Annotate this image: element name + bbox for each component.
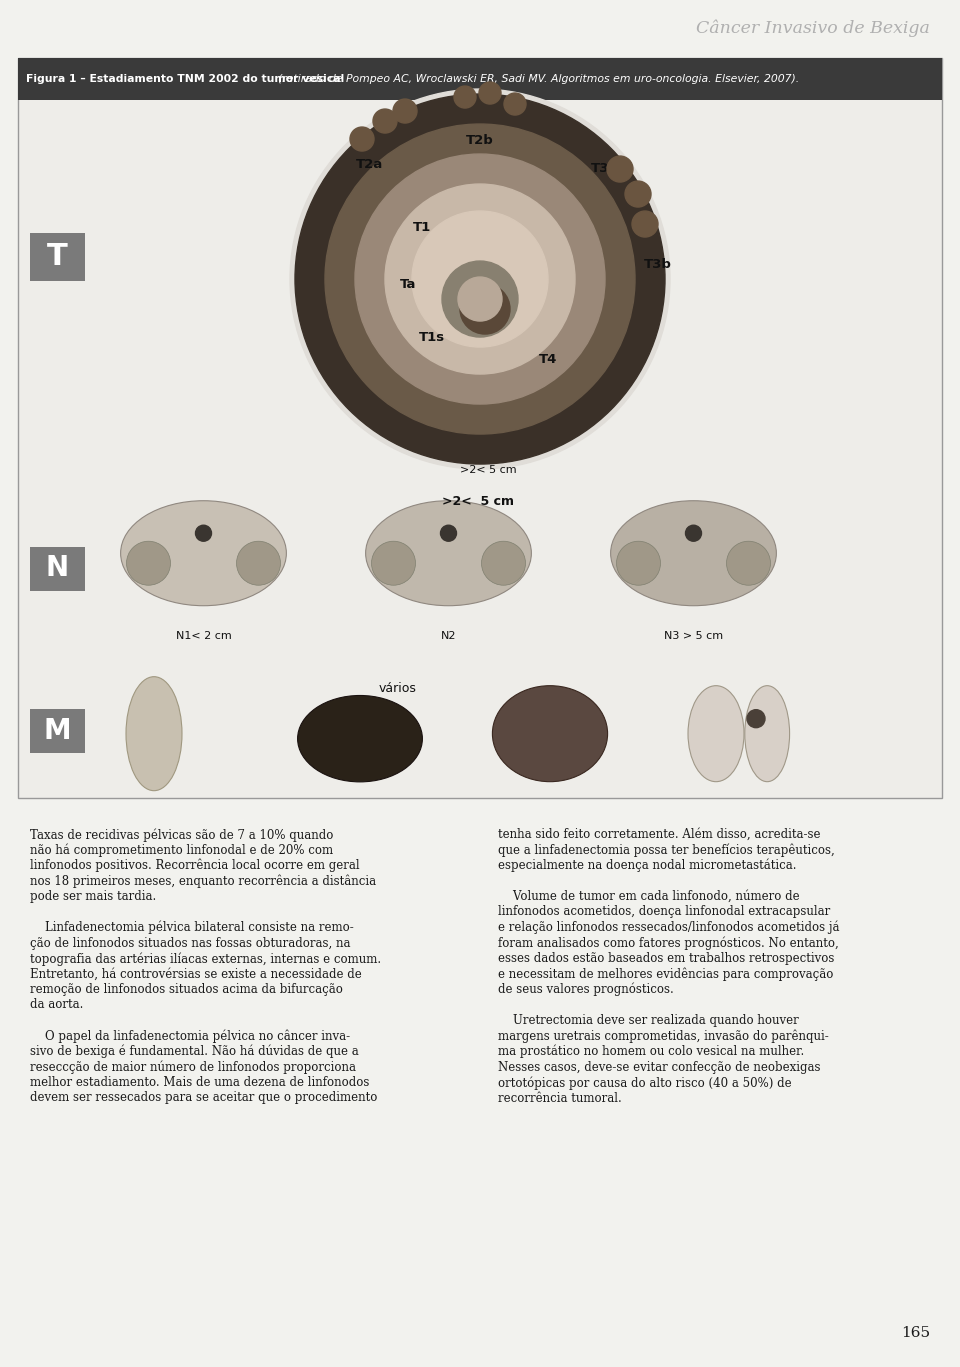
Text: de seus valores prognósticos.: de seus valores prognósticos. [498, 983, 674, 997]
Text: >2< 5 cm: >2< 5 cm [460, 465, 516, 476]
Circle shape [454, 86, 476, 108]
Circle shape [632, 211, 658, 236]
Text: Câncer Invasivo de Bexiga: Câncer Invasivo de Bexiga [696, 19, 930, 37]
Text: Taxas de recidivas pélvicas são de 7 a 10% quando: Taxas de recidivas pélvicas são de 7 a 1… [30, 828, 333, 842]
Text: esses dados estão baseados em trabalhos retrospectivos: esses dados estão baseados em trabalhos … [498, 951, 834, 965]
Text: tenha sido feito corretamente. Além disso, acredita-se: tenha sido feito corretamente. Além diss… [498, 828, 821, 841]
Ellipse shape [745, 686, 789, 782]
Circle shape [290, 89, 670, 469]
Circle shape [458, 278, 502, 321]
Text: que a linfadenectomia possa ter benefícios terapêuticos,: que a linfadenectomia possa ter benefíci… [498, 843, 835, 857]
Text: O papel da linfadenectomia pélvica no câncer inva-: O papel da linfadenectomia pélvica no câ… [30, 1029, 350, 1043]
Bar [30, 232, 85, 280]
Circle shape [625, 180, 651, 206]
Text: remoção de linfonodos situados acima da bifurcação: remoção de linfonodos situados acima da … [30, 983, 343, 997]
Ellipse shape [126, 677, 182, 790]
Text: nos 18 primeiros meses, enquanto recorrência a distância: nos 18 primeiros meses, enquanto recorrê… [30, 875, 376, 889]
Circle shape [393, 98, 417, 123]
Circle shape [460, 284, 510, 334]
Circle shape [127, 541, 171, 585]
Bar [18, 57, 942, 100]
Text: melhor estadiamento. Mais de uma dezena de linfonodos: melhor estadiamento. Mais de uma dezena … [30, 1076, 370, 1089]
Ellipse shape [121, 500, 286, 606]
Text: topografia das artérias ilíacas externas, internas e comum.: topografia das artérias ilíacas externas… [30, 951, 381, 965]
Text: Linfadenectomia pélvica bilateral consiste na remo-: Linfadenectomia pélvica bilateral consis… [30, 921, 353, 935]
Ellipse shape [298, 696, 422, 782]
Bar [30, 547, 85, 591]
Ellipse shape [366, 500, 532, 606]
Text: Figura 1 – Estadiamento TNM 2002 do tumor vesical: Figura 1 – Estadiamento TNM 2002 do tumo… [26, 74, 348, 83]
Circle shape [616, 541, 660, 585]
Bar [30, 709, 85, 753]
Text: e necessitam de melhores evidências para comprovação: e necessitam de melhores evidências para… [498, 968, 833, 982]
Circle shape [196, 525, 211, 541]
Text: linfonodos acometidos, doença linfonodal extracapsular: linfonodos acometidos, doença linfonodal… [498, 905, 830, 919]
Text: recorrência tumoral.: recorrência tumoral. [498, 1091, 622, 1105]
Text: reseccção de maior número de linfonodos proporciona: reseccção de maior número de linfonodos … [30, 1061, 356, 1074]
Text: T4: T4 [539, 353, 557, 365]
Text: T1: T1 [413, 220, 431, 234]
Text: linfonodos positivos. Recorrência local ocorre em geral: linfonodos positivos. Recorrência local … [30, 858, 360, 872]
Circle shape [355, 154, 605, 405]
Text: Entretanto, há controvérsias se existe a necessidade de: Entretanto, há controvérsias se existe a… [30, 968, 362, 980]
Circle shape [441, 525, 457, 541]
Circle shape [350, 127, 374, 150]
Circle shape [373, 109, 397, 133]
Text: especialmente na doença nodal micrometastática.: especialmente na doença nodal micrometas… [498, 858, 797, 872]
Text: sivo de bexiga é fundamental. Não há dúvidas de que a: sivo de bexiga é fundamental. Não há dúv… [30, 1044, 359, 1058]
Circle shape [236, 541, 280, 585]
Circle shape [412, 211, 548, 347]
Text: Volume de tumor em cada linfonodo, número de: Volume de tumor em cada linfonodo, númer… [498, 890, 800, 904]
Text: M: M [44, 718, 71, 745]
Bar [18, 57, 942, 798]
Circle shape [747, 709, 765, 727]
Circle shape [727, 541, 771, 585]
Text: Nesses casos, deve-se evitar confecção de neobexigas: Nesses casos, deve-se evitar confecção d… [498, 1061, 821, 1073]
Text: T: T [47, 242, 68, 271]
Text: da aorta.: da aorta. [30, 998, 84, 1012]
Text: pode ser mais tardia.: pode ser mais tardia. [30, 890, 156, 904]
Text: N2: N2 [441, 632, 456, 641]
Text: 165: 165 [900, 1326, 930, 1340]
Text: vários: vários [379, 682, 417, 694]
Ellipse shape [688, 686, 744, 782]
Text: não há comprometimento linfonodal e de 20% com: não há comprometimento linfonodal e de 2… [30, 843, 333, 857]
Text: T3b: T3b [644, 257, 672, 271]
Circle shape [442, 261, 518, 338]
Circle shape [385, 185, 575, 375]
Circle shape [295, 94, 665, 463]
Text: Uretrectomia deve ser realizada quando houver: Uretrectomia deve ser realizada quando h… [498, 1014, 799, 1027]
Text: N: N [46, 555, 69, 582]
Text: foram analisados como fatores prognósticos. No entanto,: foram analisados como fatores prognóstic… [498, 936, 839, 950]
Text: ma prostático no homem ou colo vesical na mulher.: ma prostático no homem ou colo vesical n… [498, 1044, 804, 1058]
Text: ortotópicas por causa do alto risco (40 a 50%) de: ortotópicas por causa do alto risco (40 … [498, 1076, 792, 1089]
Ellipse shape [492, 686, 608, 782]
Text: T3a: T3a [591, 161, 618, 175]
Text: (retirado de Pompeo AC, Wroclawski ER, Sadi MV. Algoritmos em uro-oncologia. Els: (retirado de Pompeo AC, Wroclawski ER, S… [278, 74, 800, 83]
Text: T2b: T2b [467, 134, 493, 146]
Circle shape [372, 541, 416, 585]
Circle shape [504, 93, 526, 115]
Circle shape [482, 541, 525, 585]
Text: Ta: Ta [399, 278, 417, 291]
Text: N3 > 5 cm: N3 > 5 cm [664, 632, 723, 641]
Text: margens uretrais comprometidas, invasão do parênqui-: margens uretrais comprometidas, invasão … [498, 1029, 828, 1043]
Text: T1s: T1s [419, 331, 445, 343]
Circle shape [607, 156, 633, 182]
Circle shape [479, 82, 501, 104]
Ellipse shape [611, 500, 777, 606]
Text: devem ser ressecados para se aceitar que o procedimento: devem ser ressecados para se aceitar que… [30, 1091, 377, 1105]
Text: ção de linfonodos situados nas fossas obturadoras, na: ção de linfonodos situados nas fossas ob… [30, 936, 350, 950]
Text: T2a: T2a [356, 159, 384, 171]
Circle shape [325, 124, 635, 435]
Text: N1< 2 cm: N1< 2 cm [176, 632, 231, 641]
Circle shape [685, 525, 702, 541]
Text: e relação linfonodos ressecados/linfonodos acometidos já: e relação linfonodos ressecados/linfonod… [498, 921, 839, 935]
Text: >2<  5 cm: >2< 5 cm [443, 495, 515, 509]
